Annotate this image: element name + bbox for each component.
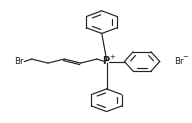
Text: Br: Br: [174, 57, 183, 66]
Text: Br: Br: [14, 57, 24, 66]
Text: P: P: [103, 56, 110, 67]
Text: −: −: [182, 54, 188, 60]
Text: +: +: [109, 54, 115, 60]
